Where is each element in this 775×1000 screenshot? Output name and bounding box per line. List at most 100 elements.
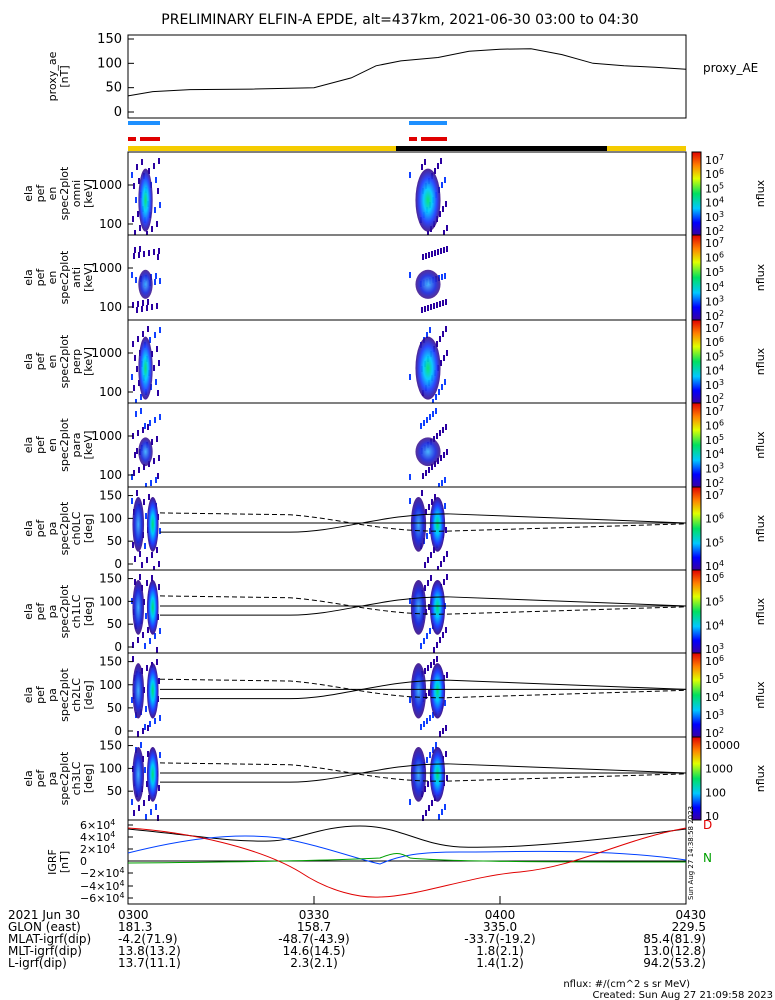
colorbar-tick: 103 bbox=[705, 642, 724, 656]
spectrum-pixel bbox=[445, 527, 447, 533]
spectrum-pixel bbox=[444, 379, 446, 385]
spectrum-pixel bbox=[434, 168, 436, 174]
spectrum-blob bbox=[138, 336, 153, 400]
spectrum-pixel bbox=[423, 420, 425, 426]
spectrum-blob bbox=[132, 579, 145, 635]
spectrum-pixel bbox=[150, 480, 152, 486]
colorbar-tick: 103 bbox=[705, 378, 724, 392]
spectrum-pixel bbox=[441, 182, 443, 188]
spectrum-pixel bbox=[159, 278, 161, 284]
spectrum-pixel bbox=[423, 721, 425, 727]
spectrum-blob bbox=[410, 663, 427, 719]
spectrum-pixel bbox=[429, 628, 431, 634]
panel-en_spec_para: ela pef en spec2plot para [keV]10001001071061… bbox=[22, 402, 767, 490]
spectrum-pixel bbox=[138, 252, 140, 258]
plot-bg bbox=[128, 653, 686, 737]
spectrum-pixel bbox=[443, 247, 445, 253]
plot-bg bbox=[128, 570, 686, 653]
spectrum-blob bbox=[138, 168, 153, 232]
spectrum-pixel bbox=[145, 613, 147, 619]
spectrum-pixel bbox=[155, 177, 157, 183]
spectrum-pixel bbox=[446, 775, 448, 781]
ylabel-line: spec2plot bbox=[58, 668, 71, 722]
colorbar bbox=[691, 486, 702, 571]
colorbar-tick: 107 bbox=[705, 404, 724, 418]
colorbar-tick: 105 bbox=[705, 535, 724, 549]
spectrum-pixel bbox=[146, 231, 148, 237]
spectrum-pixel bbox=[442, 427, 444, 433]
ylabel-line: en bbox=[46, 271, 59, 285]
spectrum-pixel bbox=[143, 251, 145, 257]
sci-zone-red-2b bbox=[421, 137, 447, 141]
spectrum-pixel bbox=[142, 300, 144, 306]
ytick-label: 100 bbox=[99, 300, 122, 314]
spectrum-pixel bbox=[155, 804, 157, 810]
spectrum-pixel bbox=[436, 433, 438, 439]
spectrum-pixel bbox=[134, 247, 136, 253]
spectrum-pixel bbox=[428, 504, 430, 510]
ylabel-line: [nT] bbox=[58, 65, 71, 87]
spectrum-pixel bbox=[153, 249, 155, 255]
spectrum-pixel bbox=[444, 503, 446, 509]
spectrum-pixel bbox=[436, 656, 438, 662]
spectrum-pixel bbox=[443, 230, 445, 236]
spectrum-pixel bbox=[446, 350, 448, 356]
spectrum-pixel bbox=[144, 767, 146, 773]
spectrum-pixel bbox=[159, 628, 161, 634]
spectrum-pixel bbox=[157, 390, 159, 396]
spectrum-pixel bbox=[423, 638, 425, 644]
spectrum-pixel bbox=[134, 579, 136, 585]
loss-cone-dashed bbox=[159, 762, 687, 782]
ylabel-line: anti bbox=[70, 267, 83, 288]
colorbar-tick: 102 bbox=[705, 309, 724, 323]
spectrum-blob bbox=[146, 663, 159, 719]
ylabel-line: spec2plot bbox=[58, 418, 71, 472]
colorbar bbox=[691, 151, 702, 236]
ytick-label: 1000 bbox=[91, 261, 122, 275]
footer-row-value: -4.2(71.9) bbox=[118, 932, 178, 946]
colorbar-tick: 105 bbox=[705, 181, 724, 195]
ylabel-line: ch0LC bbox=[70, 511, 83, 545]
spectrum-pixel bbox=[132, 216, 134, 222]
ytick-label: 100 bbox=[99, 511, 122, 525]
spectrum-pixel bbox=[157, 188, 159, 194]
ylabel-line: [keV] bbox=[82, 347, 95, 376]
ylabel-line: ela bbox=[22, 770, 35, 787]
spectrum-pixel bbox=[144, 724, 146, 730]
ylabel-line: spec2plot bbox=[58, 166, 71, 220]
spectrum-pixel bbox=[151, 575, 153, 581]
colorbar-tick: 106 bbox=[705, 251, 724, 265]
footer-row-value: 335.0 bbox=[483, 920, 517, 934]
ytick-label: 2×104 bbox=[80, 842, 115, 856]
spectrum-pixel bbox=[159, 202, 161, 208]
spectrum-pixel bbox=[143, 599, 145, 605]
ytick-label: 50 bbox=[107, 617, 122, 631]
spectrum-pixel bbox=[146, 557, 148, 563]
panel-pa_ch1: ela pef pa spec2plot ch1LC [deg] 150 100 50 0 106 1… bbox=[22, 569, 767, 656]
spectrum-pixel bbox=[149, 638, 151, 644]
spectrum-pixel bbox=[445, 326, 447, 332]
spectrum-pixel bbox=[143, 800, 145, 806]
spectrum-pixel bbox=[430, 575, 432, 581]
spectrum-pixel bbox=[135, 277, 137, 283]
spectrum-pixel bbox=[147, 751, 149, 757]
panel-proxy_ae: proxy_ae [nT] 150 100 50 0 proxy_AE bbox=[46, 32, 758, 120]
sci-zone-blue-2 bbox=[409, 121, 447, 125]
spectrum-pixel bbox=[132, 302, 134, 308]
ylabel-line: pef bbox=[34, 184, 47, 203]
spectrum-pixel bbox=[137, 336, 139, 342]
spectrum-pixel bbox=[425, 470, 427, 476]
colorbar-tick: 107 bbox=[705, 321, 724, 335]
colorbar-tick: 104 bbox=[705, 447, 724, 461]
footer-row-value: 0330 bbox=[299, 908, 330, 922]
spectrum-pixel bbox=[425, 509, 427, 515]
spectrum-pixel bbox=[445, 725, 447, 731]
spectrum-pixel bbox=[134, 355, 136, 361]
spectrum-pixel bbox=[158, 158, 160, 164]
spectrum-pixel bbox=[444, 700, 446, 706]
colorbar-tick: 102 bbox=[705, 476, 724, 490]
spectrum-blob bbox=[429, 496, 446, 552]
spectrum-blob bbox=[429, 579, 446, 635]
spectrum-pixel bbox=[149, 420, 151, 426]
